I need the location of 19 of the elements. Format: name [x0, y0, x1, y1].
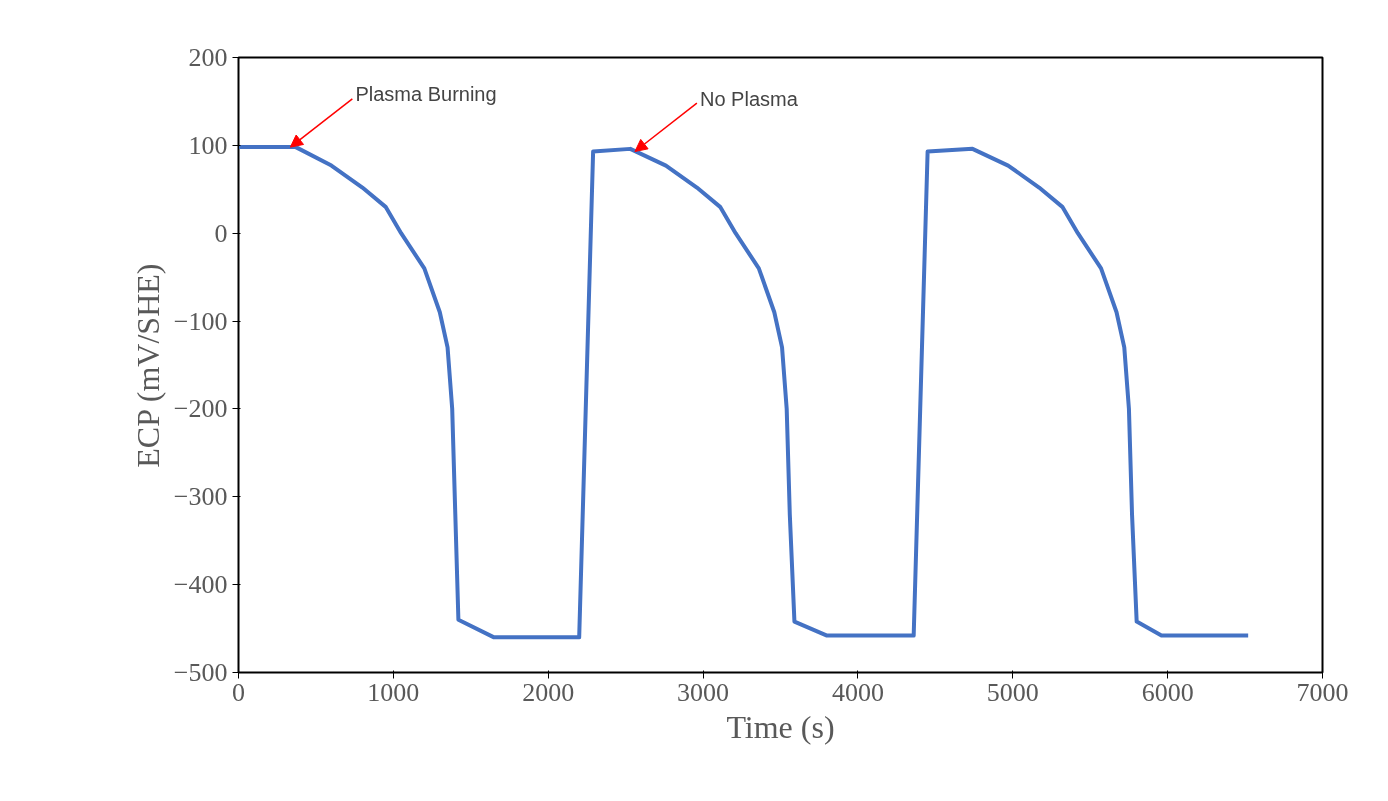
x-tick-label: 6000: [1141, 677, 1194, 707]
y-tick-label: −500: [173, 658, 228, 687]
x-tick-label: 3000: [677, 677, 730, 707]
y-tick-label: −200: [173, 394, 228, 424]
x-tick-label: 4000: [831, 677, 884, 707]
y-tick-label: −100: [173, 306, 228, 336]
x-tick-label: 1000: [367, 677, 420, 707]
y-tick-label: 0: [214, 218, 228, 248]
y-axis-title: ECP (mV/SHE): [129, 263, 166, 468]
y-tick-label: 100: [188, 130, 228, 160]
annotation: Plasma Burning: [355, 83, 497, 106]
annotation: No Plasma: [699, 87, 799, 110]
y-tick-label: −300: [173, 482, 228, 512]
x-tick-label: 5000: [986, 677, 1039, 707]
y-tick-label: −400: [173, 570, 228, 600]
y-tick-label: 200: [188, 43, 228, 72]
x-tick-label: 7000: [1296, 677, 1349, 707]
x-tick-label: 2000: [522, 677, 575, 707]
x-axis-title: Time (s): [726, 708, 835, 745]
